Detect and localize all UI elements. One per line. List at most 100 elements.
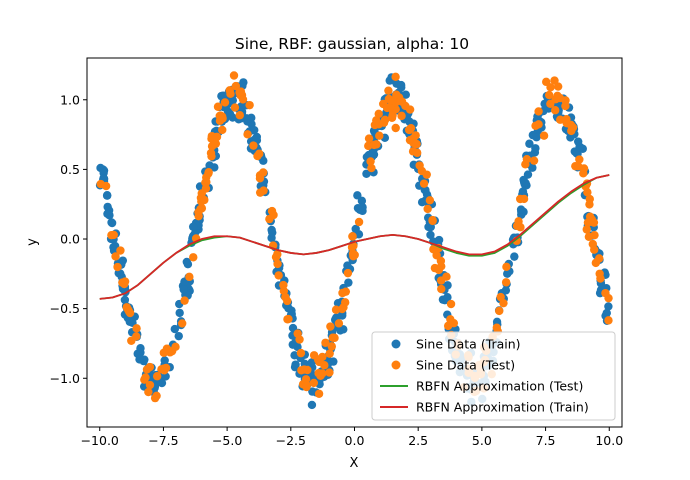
scatter-point-test (243, 130, 252, 139)
scatter-point-test (436, 276, 446, 285)
scatter-point-train (443, 292, 452, 302)
scatter-point-train (343, 261, 352, 270)
scatter-point-test (211, 139, 221, 148)
y-tick-label: 1.0 (60, 92, 80, 107)
scatter-point-test (551, 106, 560, 115)
scatter-point-train (307, 400, 317, 410)
scatter-point-test (519, 194, 529, 204)
scatter-point-test (372, 116, 381, 125)
scatter-point-train (174, 331, 183, 341)
scatter-point-train (188, 222, 198, 231)
scatter-point-test (178, 319, 187, 328)
scatter-point-train (344, 278, 353, 287)
legend: Sine Data (Train) Sine Data (Test) RBFN Ap… (371, 331, 616, 421)
chart-title: Sine, RBF: gaussian, alpha: 10 (235, 35, 469, 53)
scatter-point-test (314, 369, 323, 378)
scatter-point-test (348, 232, 357, 241)
scatter-point-test (568, 123, 578, 132)
x-tick-label: −2.5 (276, 433, 306, 448)
scatter-point-train (358, 202, 367, 212)
scatter-point-test (492, 323, 501, 332)
x-tick-label: 0.0 (345, 433, 365, 448)
scatter-point-train (532, 133, 541, 142)
scatter-point-train (290, 351, 299, 360)
scatter-point-test (340, 298, 350, 307)
scatter-point-test (367, 163, 376, 173)
x-tick-label: 7.5 (536, 433, 556, 448)
scatter-point-test (601, 288, 610, 298)
legend-label: RBFN Approximation (Train) (416, 400, 589, 415)
scatter-point-test (309, 378, 319, 388)
scatter-point-test (118, 278, 127, 287)
scatter-point-test (245, 100, 254, 110)
scatter-point-test (588, 239, 598, 249)
scatter-point-test (231, 81, 241, 91)
scatter-point-test (215, 111, 224, 121)
scatter-point-test (411, 131, 420, 140)
scatter-point-test (235, 88, 244, 97)
scatter-point-test (582, 225, 591, 234)
scatter-point-test (604, 316, 613, 325)
scatter-point-train (107, 218, 117, 228)
scatter-point-test (354, 217, 364, 227)
scatter-point-test (229, 71, 239, 80)
scatter-point-test (501, 278, 511, 287)
scatter-point-test (380, 115, 390, 125)
scatter-point-test (391, 123, 400, 133)
scatter-point-test (122, 303, 131, 312)
scatter-point-train (290, 362, 300, 372)
scatter-point-train (170, 324, 180, 334)
scatter-point-test (326, 322, 335, 331)
scatter-point-test (415, 161, 424, 170)
scatter-point-test (529, 156, 539, 165)
scatter-point-train (136, 344, 145, 353)
scatter-point-train (424, 222, 433, 232)
scatter-point-test (167, 346, 177, 356)
scatter-point-test (159, 348, 169, 357)
scatter-point-test (364, 141, 373, 151)
scatter-point-train (175, 308, 184, 318)
scatter-point-test (429, 245, 438, 254)
x-axis: −10.0 −7.5 −5.0 −2.5 0.0 2.5 5.0 7.5 10.0 (81, 427, 623, 448)
scatter-point-train (244, 114, 253, 123)
scatter-point-test (423, 204, 432, 214)
scatter-point-test (550, 76, 559, 85)
scatter-point-test (436, 256, 446, 266)
scatter-point-train (401, 90, 410, 99)
y-tick-label: −0.5 (50, 301, 80, 316)
scatter-point-train (396, 80, 406, 90)
scatter-point-train (338, 311, 347, 320)
scatter-point-test (364, 134, 374, 143)
scatter-point-test (189, 253, 198, 262)
legend-marker (391, 360, 401, 370)
scatter-point-test (325, 349, 334, 358)
scatter-point-test (132, 324, 141, 333)
scatter-point-train (426, 230, 435, 240)
scatter-point-test (303, 365, 312, 375)
scatter-point-test (113, 262, 122, 272)
y-tick-label: 0.5 (60, 162, 80, 177)
scatter-point-test (372, 140, 381, 149)
scatter-point-train (518, 187, 528, 196)
x-axis-label: X (350, 456, 359, 471)
scatter-point-train (523, 170, 533, 179)
scatter-point-test (585, 194, 594, 204)
scatter-point-test (337, 304, 347, 314)
scatter-point-test (446, 315, 455, 324)
x-tick-label: −10.0 (81, 433, 119, 448)
scatter-point-train (501, 286, 511, 295)
scatter-point-train (135, 355, 144, 364)
scatter-point-test (220, 98, 230, 107)
scatter-point-test (144, 387, 153, 397)
scatter-point-test (589, 218, 599, 227)
scatter-point-train (339, 325, 348, 334)
scatter-point-test (412, 139, 421, 149)
scatter-point-test (531, 121, 540, 130)
scatter-point-train (417, 198, 427, 207)
scatter-point-test (116, 246, 125, 255)
scatter-point-test (422, 170, 431, 179)
scatter-point-train (179, 285, 188, 294)
scatter-point-test (238, 95, 248, 104)
scatter-point-test (443, 321, 453, 331)
scatter-point-test (255, 174, 265, 183)
